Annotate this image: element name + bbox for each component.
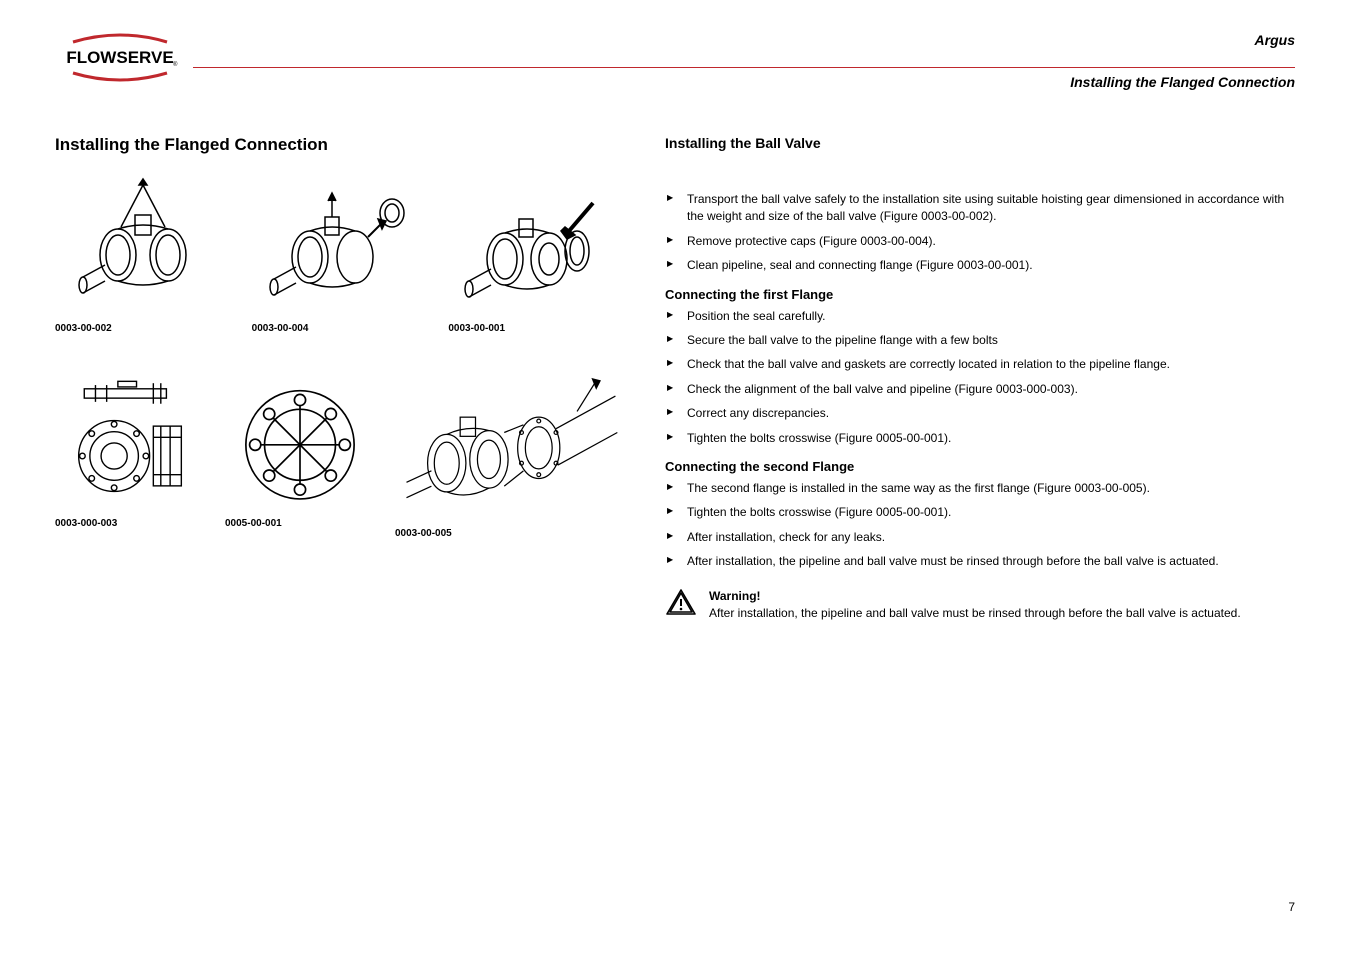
diagram-bolt-crosswise-icon — [225, 372, 375, 512]
right-title: Installing the Ball Valve — [665, 135, 1295, 151]
figure-caption: 0003-00-001 — [448, 323, 625, 334]
left-column: Installing the Flanged Connection — [55, 135, 625, 622]
figure-0003-00-001: 0003-00-001 — [448, 177, 625, 334]
intro-bullets: Transport the ball valve safely to the i… — [665, 191, 1295, 275]
first-flange-bullets: Position the seal carefully. Secure the … — [665, 308, 1295, 447]
diagram-remove-caps-icon — [252, 177, 429, 317]
logo-text: FLOWSERVE — [66, 48, 173, 67]
figure-0003-00-002: 0003-00-002 — [55, 177, 232, 334]
content: Installing the Flanged Connection — [55, 135, 1295, 622]
list-item: Secure the ball valve to the pipeline fl… — [665, 332, 1295, 349]
figure-caption: 0003-000-003 — [55, 518, 205, 529]
list-item: Tighten the bolts crosswise (Figure 0005… — [665, 430, 1295, 447]
first-flange-title: Connecting the first Flange — [665, 287, 1295, 302]
figure-row-2: 0003-000-003 — [55, 372, 625, 539]
right-column: Installing the Ball Valve Transport the … — [665, 135, 1295, 622]
list-item: Check that the ball valve and gaskets ar… — [665, 356, 1295, 373]
figure-0005-00-001: 0005-00-001 — [225, 372, 375, 539]
left-title: Installing the Flanged Connection — [55, 135, 625, 155]
page: FLOWSERVE ® Argus Installing the Flanged… — [0, 0, 1350, 954]
diagram-second-flange-icon — [395, 372, 625, 522]
list-item: After installation, the pipeline and bal… — [665, 553, 1295, 570]
page-number: 7 — [1288, 900, 1295, 914]
list-item: Remove protective caps (Figure 0003-00-0… — [665, 233, 1295, 250]
figure-0003-00-004: 0003-00-004 — [252, 177, 429, 334]
list-item: Check the alignment of the ball valve an… — [665, 381, 1295, 398]
warning-text: Warning! After installation, the pipelin… — [709, 588, 1241, 622]
list-item: Tighten the bolts crosswise (Figure 0005… — [665, 504, 1295, 521]
second-flange-bullets: The second flange is installed in the sa… — [665, 480, 1295, 571]
list-item: After installation, check for any leaks. — [665, 529, 1295, 546]
warning-label: Warning! — [709, 589, 761, 603]
list-item: Clean pipeline, seal and connecting flan… — [665, 257, 1295, 274]
warning-body: After installation, the pipeline and bal… — [709, 606, 1241, 620]
second-flange-title: Connecting the second Flange — [665, 459, 1295, 474]
flowserve-logo: FLOWSERVE ® — [55, 30, 185, 85]
list-item: Transport the ball valve safely to the i… — [665, 191, 1295, 226]
list-item: Position the seal carefully. — [665, 308, 1295, 325]
svg-text:®: ® — [173, 61, 178, 68]
figure-caption: 0005-00-001 — [225, 518, 375, 529]
figure-caption: 0003-00-005 — [395, 528, 625, 539]
figure-0003-00-005: 0003-00-005 — [395, 372, 625, 539]
diagram-clean-flange-icon — [448, 177, 625, 317]
warning-icon — [665, 588, 697, 616]
warning-box: Warning! After installation, the pipelin… — [665, 588, 1295, 622]
figure-row-1: 0003-00-002 — [55, 177, 625, 334]
figure-caption: 0003-00-004 — [252, 323, 429, 334]
figure-0003-000-003: 0003-000-003 — [55, 372, 205, 539]
list-item: Correct any discrepancies. — [665, 405, 1295, 422]
header-right: Argus Installing the Flanged Connection — [1070, 32, 1295, 90]
list-item: The second flange is installed in the sa… — [665, 480, 1295, 497]
diagram-hoisting-icon — [55, 177, 232, 317]
brand-name: Argus — [1070, 32, 1295, 48]
figure-caption: 0003-00-002 — [55, 323, 232, 334]
doc-section-title: Installing the Flanged Connection — [1070, 74, 1295, 90]
diagram-alignment-icon — [55, 372, 205, 512]
